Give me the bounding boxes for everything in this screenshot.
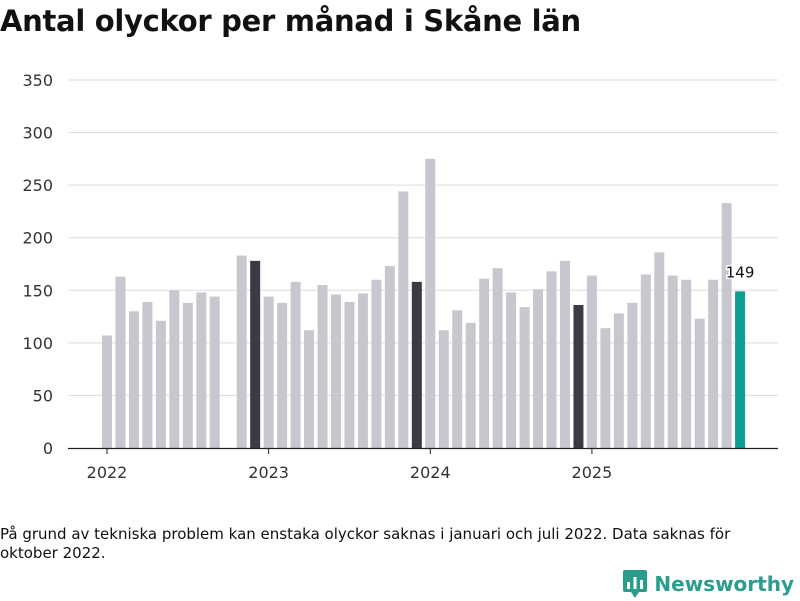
latest-value-label: 149: [726, 263, 755, 281]
axes: 0 50 100 150 200 250 300 350 2022 2023 2024 2025: [22, 71, 778, 482]
data-labels: 149: [724, 262, 756, 283]
y-tick-label: 0: [43, 439, 53, 458]
bar-2024-06: [492, 268, 503, 448]
x-tick-label: 2022: [87, 463, 128, 482]
bar-2024-10: [546, 271, 557, 448]
y-tick-label: 250: [22, 176, 53, 195]
y-tick-label: 200: [22, 229, 53, 248]
bar-2024-05: [479, 278, 490, 448]
bar-2022-09: [209, 296, 220, 448]
bar-2025-10: [708, 279, 719, 448]
y-tick-label: 350: [22, 71, 53, 90]
bar-2022-03: [128, 311, 139, 448]
bar-2023-12: [411, 281, 422, 448]
bar-2022-04: [142, 301, 153, 448]
bar-2022-12: [250, 260, 261, 448]
bar-2025-02: [600, 328, 611, 448]
bar-2024-04: [465, 322, 476, 448]
bar-2023-03: [290, 281, 301, 448]
bar-2025-01: [586, 275, 597, 448]
bar-2025-09: [694, 318, 705, 448]
bar-2025-11: [721, 203, 732, 448]
brand-name: Newsworthy: [654, 572, 794, 596]
bar-2023-10: [384, 266, 395, 448]
bar-2024-07: [506, 292, 517, 448]
y-tick-label: 50: [33, 386, 53, 405]
bar-2024-03: [452, 310, 463, 448]
bar-2022-11: [236, 255, 247, 448]
bar-2023-06: [330, 294, 341, 448]
bar-chart: 0 50 100 150 200 250 300 350 2022 2023 2024 2025 14…: [22, 71, 778, 482]
bar-2025-04: [627, 302, 638, 448]
bar-2023-08: [357, 293, 368, 448]
bars: [102, 158, 746, 449]
newsworthy-logo-icon: [623, 570, 648, 598]
bar-2024-09: [533, 289, 544, 448]
bar-2022-07: [182, 302, 193, 448]
bar-2025-03: [613, 313, 624, 448]
x-tick-label: 2023: [248, 463, 289, 482]
bar-2022-05: [155, 320, 166, 448]
bar-2025-07: [667, 275, 678, 448]
footnote: På grund av tekniska problem kan enstaka…: [0, 525, 731, 562]
y-tick-label: 150: [22, 281, 53, 300]
y-tick-label: 100: [22, 334, 53, 353]
bar-2024-11: [559, 260, 570, 448]
bar-2024-02: [438, 330, 449, 448]
bar-2023-11: [398, 191, 409, 449]
x-tick-label: 2024: [410, 463, 451, 482]
bar-2024-08: [519, 307, 530, 448]
x-tick-label: 2025: [572, 463, 613, 482]
bar-2022-01: [102, 335, 112, 448]
bar-2023-01: [263, 296, 274, 448]
bar-2025-08: [681, 279, 692, 448]
brand-logo: Newsworthy: [622, 567, 794, 601]
bar-2023-02: [277, 302, 288, 448]
bar-2022-08: [196, 292, 207, 448]
y-tick-label: 300: [22, 124, 53, 143]
bar-2023-09: [371, 279, 382, 448]
bar-2024-12: [573, 305, 584, 448]
bar-2025-05: [640, 274, 651, 448]
bar-2023-07: [344, 301, 355, 448]
bar-2025-06: [654, 252, 665, 448]
bar-2024-01: [425, 158, 436, 448]
bar-2022-02: [115, 276, 126, 448]
bar-2023-04: [304, 330, 315, 448]
bar-2023-05: [317, 285, 328, 448]
bar-2022-06: [169, 290, 180, 448]
chart-title: Antal olyckor per månad i Skåne län: [0, 4, 581, 38]
bar-2025-12: [735, 291, 746, 448]
